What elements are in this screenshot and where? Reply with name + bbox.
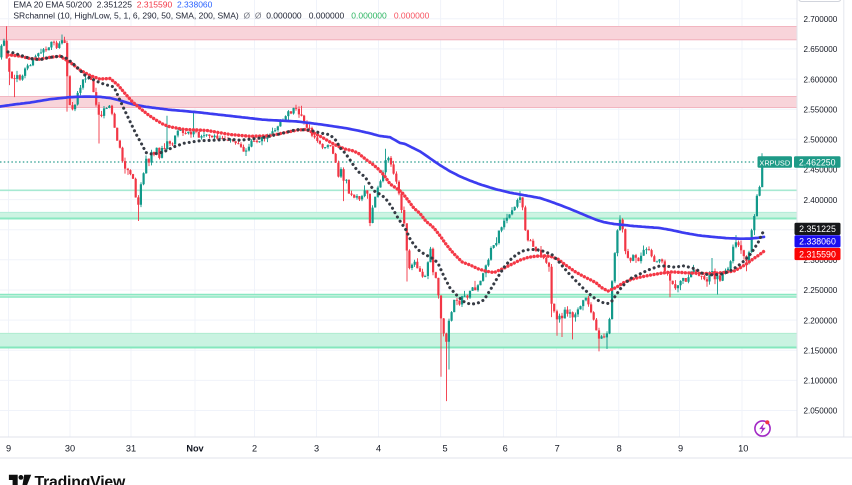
svg-text:30: 30 xyxy=(65,444,75,454)
svg-text:TradingView: TradingView xyxy=(35,474,126,485)
svg-text:2.338060: 2.338060 xyxy=(799,237,836,247)
svg-text:2.700000: 2.700000 xyxy=(804,15,838,24)
svg-text:8: 8 xyxy=(617,444,622,454)
svg-text:10: 10 xyxy=(738,444,748,454)
svg-text:2.650000: 2.650000 xyxy=(804,45,838,54)
svg-text:SRchannel (10, High/Low, 5, 1,: SRchannel (10, High/Low, 5, 1, 6, 290, 5… xyxy=(13,11,429,21)
svg-text:2.150000: 2.150000 xyxy=(804,346,838,355)
svg-text:2.315590: 2.315590 xyxy=(799,249,836,259)
svg-text:XRPUSD: XRPUSD xyxy=(759,158,790,167)
svg-text:2.600000: 2.600000 xyxy=(804,75,838,84)
svg-text:2.500000: 2.500000 xyxy=(804,136,838,145)
svg-text:2.250000: 2.250000 xyxy=(804,286,838,295)
svg-text:2: 2 xyxy=(252,444,257,454)
svg-text:2.351225: 2.351225 xyxy=(799,224,836,234)
svg-text:3: 3 xyxy=(314,444,319,454)
svg-text:31: 31 xyxy=(126,444,136,454)
svg-text:2.200000: 2.200000 xyxy=(804,316,838,325)
svg-text:7: 7 xyxy=(555,444,560,454)
svg-text:6: 6 xyxy=(503,444,508,454)
svg-text:2.550000: 2.550000 xyxy=(804,105,838,114)
svg-text:2.400000: 2.400000 xyxy=(804,196,838,205)
svg-text:2.100000: 2.100000 xyxy=(804,377,838,386)
svg-text:EMA 20 EMA 50/200 2.351225 2: EMA 20 EMA 50/200 2.351225 2.315590 2.33… xyxy=(13,0,212,10)
svg-text:Nov: Nov xyxy=(186,444,204,454)
svg-text:2.300000: 2.300000 xyxy=(804,256,838,265)
svg-text:2.050000: 2.050000 xyxy=(804,407,838,416)
svg-text:2.450000: 2.450000 xyxy=(804,166,838,175)
svg-text:9: 9 xyxy=(6,444,11,454)
svg-text:9: 9 xyxy=(678,444,683,454)
svg-text:4: 4 xyxy=(376,444,381,454)
svg-text:5: 5 xyxy=(442,444,447,454)
svg-text:2.462250: 2.462250 xyxy=(799,157,836,167)
